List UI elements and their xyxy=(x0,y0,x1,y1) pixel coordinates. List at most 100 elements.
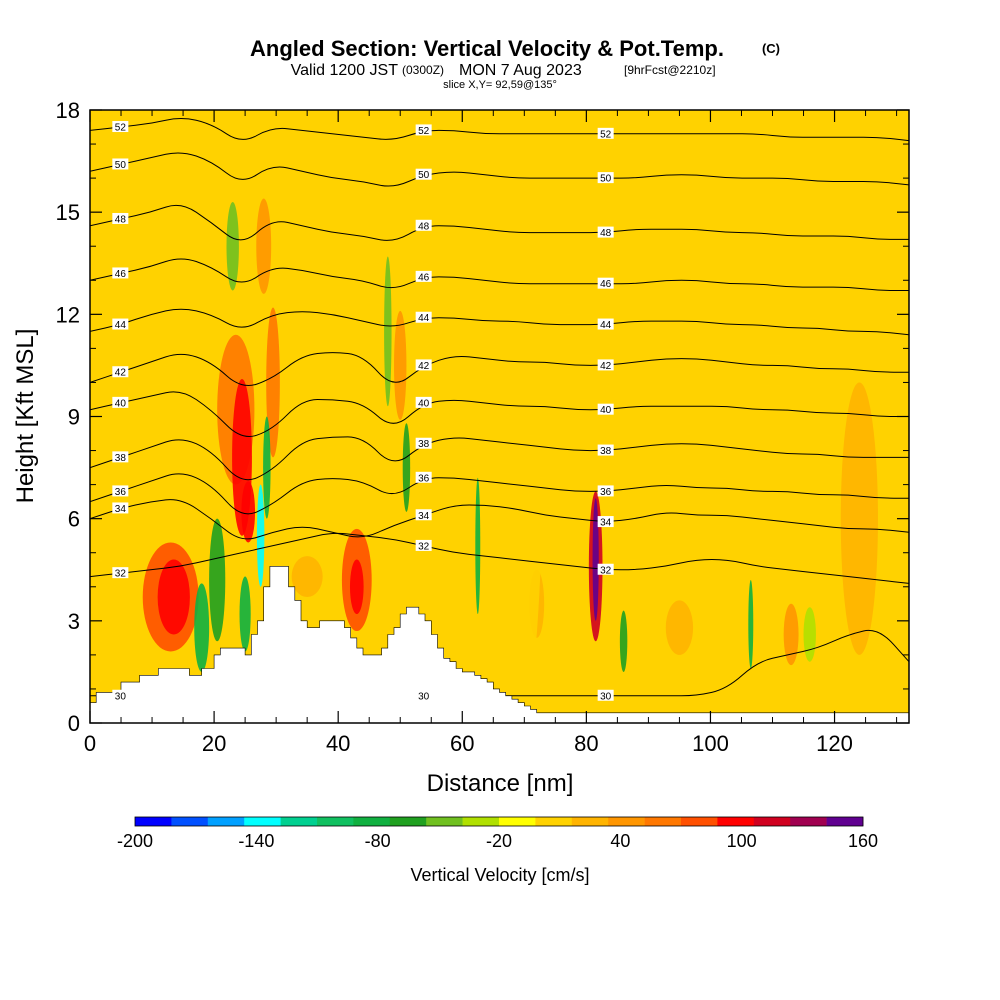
velocity-cells xyxy=(142,110,878,723)
contour-label-text: 52 xyxy=(115,123,127,134)
contour-label-30-0: 30 xyxy=(112,689,129,702)
x-tick-label-60: 60 xyxy=(450,731,474,756)
colorbar-segment-9 xyxy=(462,817,500,826)
contour-label-text: 34 xyxy=(600,518,612,529)
velocity-cell-26 xyxy=(619,610,628,672)
velocity-cell-24 xyxy=(402,423,411,512)
contour-label-text: 50 xyxy=(600,174,612,185)
subtitle-utc: (0300Z) xyxy=(402,63,444,77)
velocity-cell-22 xyxy=(226,201,239,291)
terrain xyxy=(90,566,909,723)
contour-label-text: 32 xyxy=(115,569,127,580)
contour-label-36-1: 36 xyxy=(415,471,432,484)
contour-label-text: 32 xyxy=(418,541,430,552)
x-tick-label-100: 100 xyxy=(692,731,729,756)
x-tick-label-40: 40 xyxy=(326,731,350,756)
x-axis-ticks: 0 20 40 60 80 100 120 xyxy=(84,110,898,756)
velocity-cell-30 xyxy=(673,110,748,553)
contour-label-bg xyxy=(597,516,614,528)
contour-label-bg xyxy=(112,502,129,514)
contour-label-text: 44 xyxy=(600,320,612,331)
y-tick-label-15: 15 xyxy=(56,200,80,225)
contour-label-52-0: 52 xyxy=(112,121,129,134)
colorbar-frame xyxy=(134,816,864,827)
contour-label-44-1: 44 xyxy=(415,311,432,324)
velocity-cell-16 xyxy=(840,382,878,655)
subtitle-date: MON 7 Aug 2023 xyxy=(459,62,582,79)
contour-label-32-1: 32 xyxy=(415,539,432,552)
contour-label-bg xyxy=(597,444,614,456)
contour-label-bg xyxy=(415,539,432,551)
contour-label-bg xyxy=(415,471,432,483)
contour-label-text: 38 xyxy=(115,453,127,464)
colorbar-segment-5 xyxy=(317,817,354,826)
contour-label-text: 30 xyxy=(418,691,430,702)
contour-label-34-0: 34 xyxy=(112,502,129,515)
contour-label-text: 44 xyxy=(115,320,127,331)
contour-label-50-0: 50 xyxy=(112,158,129,171)
contour-label-bg xyxy=(597,127,614,139)
contour-label-40-1: 40 xyxy=(415,396,432,409)
colorbar xyxy=(134,816,864,827)
y-tick-label-0: 0 xyxy=(68,711,80,736)
contour-label-text: 36 xyxy=(115,487,127,498)
x-tick-label-80: 80 xyxy=(574,731,598,756)
contour-label-bg xyxy=(597,226,614,238)
contour-label-bg xyxy=(597,359,614,371)
contour-label-52-1: 52 xyxy=(415,124,432,137)
velocity-cell-13 xyxy=(291,556,323,597)
contour-label-text: 42 xyxy=(600,361,612,372)
contour-label-46-0: 46 xyxy=(112,267,129,280)
contour-label-46-1: 46 xyxy=(415,270,432,283)
velocity-cell-9 xyxy=(592,498,599,621)
colorbar-segment-13 xyxy=(608,817,645,826)
velocity-cell-11 xyxy=(256,198,272,294)
contour-label-50-1: 50 xyxy=(415,168,432,181)
y-tick-label-12: 12 xyxy=(56,302,80,327)
contour-label-44-0: 44 xyxy=(112,318,129,331)
contour-label-text: 32 xyxy=(600,565,612,576)
contour-label-text: 36 xyxy=(418,473,430,484)
contour-label-bg xyxy=(597,485,614,497)
contour-50 xyxy=(90,152,909,187)
contour-label-text: 48 xyxy=(418,221,430,232)
colorbar-segment-14 xyxy=(644,817,682,826)
colorbar-segment-12 xyxy=(571,817,609,826)
contour-label-text: 34 xyxy=(115,504,127,515)
contour-label-bg xyxy=(597,403,614,415)
plot-area xyxy=(90,110,909,723)
contour-label-bg xyxy=(415,359,432,371)
contour-label-bg xyxy=(112,485,129,497)
velocity-cell-28 xyxy=(803,607,816,662)
contour-label-30-1: 30 xyxy=(415,689,432,702)
colorbar-tick--140: -140 xyxy=(238,831,274,851)
velocity-cell-23 xyxy=(384,256,392,407)
contour-44 xyxy=(90,308,909,336)
contour-label-text: 30 xyxy=(115,691,127,702)
contour-label-text: 46 xyxy=(115,269,127,280)
y-tick-label-9: 9 xyxy=(68,405,80,430)
contour-label-text: 38 xyxy=(600,446,612,457)
contour-32 xyxy=(90,532,909,584)
x-tick-label-120: 120 xyxy=(816,731,853,756)
colorbar-tick-160: 160 xyxy=(848,831,878,851)
contour-label-48-0: 48 xyxy=(112,212,129,225)
slice-label: slice X,Y= 92,59@135° xyxy=(443,79,557,91)
contour-42 xyxy=(90,352,909,387)
contour-label-bg xyxy=(415,168,432,180)
contour-label-bg xyxy=(112,396,129,408)
contour-label-text: 52 xyxy=(418,126,430,137)
contour-38 xyxy=(90,436,909,481)
contour-label-bg xyxy=(112,689,129,701)
contour-label-bg xyxy=(415,396,432,408)
colorbar-segment-4 xyxy=(280,817,318,826)
contour-label-text: 50 xyxy=(418,170,430,181)
colorbar-segment-17 xyxy=(753,817,791,826)
colorbar-segment-3 xyxy=(244,817,281,826)
contour-label-36-2: 36 xyxy=(597,485,614,498)
contour-label-text: 40 xyxy=(600,405,612,416)
velocity-cell-7 xyxy=(349,559,364,615)
colorbar-segment-15 xyxy=(681,817,718,826)
contour-label-text: 30 xyxy=(600,691,612,702)
velocity-cell-27 xyxy=(748,579,754,669)
